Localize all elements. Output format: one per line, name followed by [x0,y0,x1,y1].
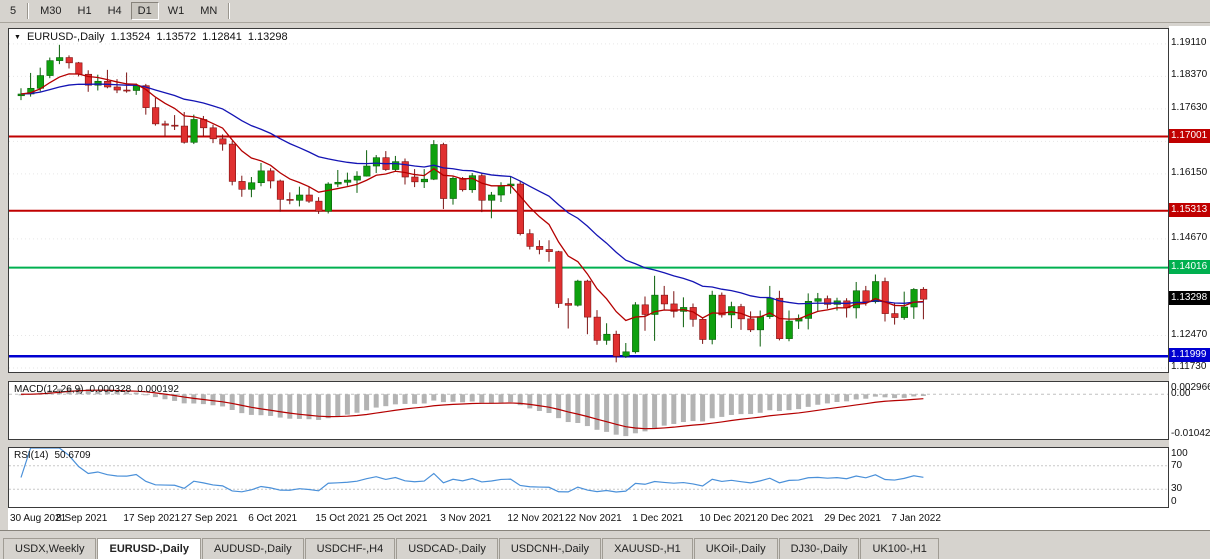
price-tick: 1.11730 [1171,361,1207,373]
rsi-scale-0: 0 [1171,496,1177,507]
date-label: 6 Oct 2021 [248,513,298,524]
rsi-label: RSI(14) 50.6709 [14,450,91,461]
rsi-canvas[interactable] [9,448,1168,507]
tab-uk100-h1[interactable]: UK100-,H1 [860,538,939,559]
price-tick: 1.17630 [1171,101,1208,113]
rsi-scale-70: 70 [1171,459,1183,471]
tab-usdcad-daily[interactable]: USDCAD-,Daily [396,538,498,559]
tab-ukoil-daily[interactable]: UKOil-,Daily [693,538,778,559]
date-label: 27 Sep 2021 [181,513,238,524]
tab-eurusd-daily[interactable]: EURUSD-,Daily [97,538,201,559]
macd-main-value: 0.000328 [89,384,132,395]
tab-usdx-weekly[interactable]: USDX,Weekly [3,538,97,559]
timeframe-5[interactable]: 5 [10,5,17,17]
chart-close-value: 1.13298 [247,31,288,43]
date-label: 20 Dec 2021 [757,513,814,524]
macd-panel[interactable]: MACD(12,26,9) 0.000328 0.000192 [8,381,1169,440]
date-label: 25 Oct 2021 [373,513,428,524]
timeframe-h4[interactable]: H4 [107,5,122,17]
timeframe-d1[interactable]: D1 [130,2,159,20]
chart-low-value: 1.12841 [202,31,242,43]
price-tick: 1.18370 [1171,69,1208,81]
level-price-box: 1.14016 [1169,259,1210,274]
tab-usdchf-h4[interactable]: USDCHF-,H4 [304,538,396,559]
date-label: 17 Sep 2021 [123,513,181,524]
rsi-name: RSI(14) [14,450,49,461]
macd-signal-value: 0.000192 [137,384,179,395]
macd-name: MACD(12,26,9) [14,384,84,395]
macd-label: MACD(12,26,9) 0.000328 0.000192 [14,384,179,395]
main-chart-canvas[interactable] [9,29,1168,372]
date-label: 7 Jan 2022 [891,513,941,524]
symbol-marker-icon: ▼ [14,33,21,41]
date-label: 22 Nov 2021 [565,513,622,524]
date-label: 15 Oct 2021 [315,513,370,524]
tab-xauusd-h1[interactable]: XAUUSD-,H1 [602,538,693,559]
timeframe-m30[interactable]: M30 [40,5,62,17]
date-label: 29 Dec 2021 [824,513,881,524]
tab-audusd-daily[interactable]: AUDUSD-,Daily [201,538,304,559]
level-price-box: 1.15313 [1169,202,1210,217]
macd-scale-min: -0.010422 [1171,428,1210,439]
rsi-panel[interactable]: RSI(14) 50.6709 [8,447,1169,508]
rsi-current-value: 50.6709 [54,450,91,461]
timeframe-w1[interactable]: W1 [167,5,185,17]
chart-symbol-period: EURUSD-,Daily [26,31,105,43]
macd-canvas[interactable] [9,382,1168,439]
panel-splitter-rsi[interactable] [8,440,1169,447]
chart-title: ▼ EURUSD-,Daily 1.13524 1.13572 1.12841 … [14,31,288,43]
price-tick: 1.12470 [1171,328,1208,340]
price-scale-column: 1.19110 1.18370 1.17630 1.16150 1.14670 1.124… [1169,26,1210,529]
main-chart-panel[interactable]: ▼ EURUSD-,Daily 1.13524 1.13572 1.12841 … [8,28,1169,373]
chart-high-value: 1.13572 [156,31,197,43]
date-label: 8 Sep 2021 [56,513,108,524]
macd-scale-max: 0.002966 [1171,381,1210,393]
rsi-scale-100: 100 [1171,448,1188,459]
tab-dj30-daily[interactable]: DJ30-,Daily [778,538,860,559]
date-label: 3 Nov 2021 [440,513,492,524]
chart-open-value: 1.13524 [110,31,151,43]
date-label: 30 Aug 2021 [10,513,67,524]
macd-scale-zero: 0.00 [1171,388,1191,400]
price-tick: 1.14670 [1171,231,1208,243]
date-label: 1 Dec 2021 [632,513,684,524]
timeframe-toolbar: 5 M30 H1 H4 D1 W1 MN [0,0,1210,23]
date-label: 12 Nov 2021 [507,513,565,524]
level-price-box: 1.17001 [1169,128,1210,143]
timeframe-mn[interactable]: MN [200,5,218,17]
symbol-tabbar: USDX,Weekly EURUSD-,Daily AUDUSD-,Daily USD… [0,530,1210,559]
toolbar-separator [228,3,231,19]
tab-usdcnh-daily[interactable]: USDCNH-,Daily [498,538,602,559]
current-price-box: 1.13298 [1169,291,1210,306]
rsi-scale-30: 30 [1171,483,1183,495]
panel-splitter-macd[interactable] [8,373,1169,381]
level-price-box: 1.11999 [1169,348,1210,363]
price-tick: 1.16150 [1171,166,1208,178]
timeframe-h1[interactable]: H1 [77,5,92,17]
price-tick: 1.19110 [1171,36,1207,48]
toolbar-separator [27,3,30,19]
date-label: 10 Dec 2021 [699,513,757,524]
time-axis: 30 Aug 2021 8 Sep 2021 17 Sep 2021 27 Sep 2… [8,508,1210,530]
